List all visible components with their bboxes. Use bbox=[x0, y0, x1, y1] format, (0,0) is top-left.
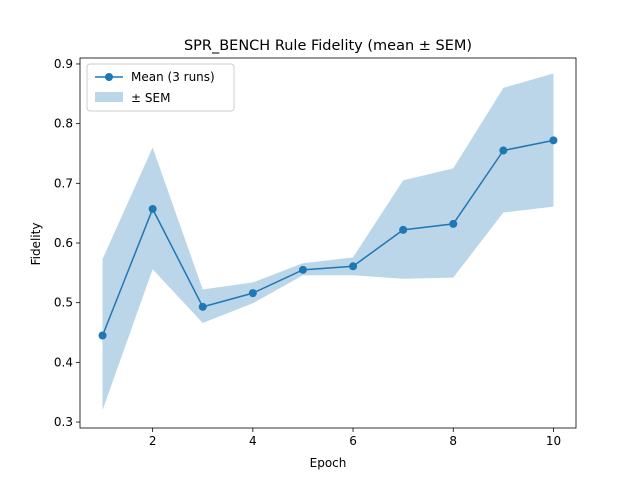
x-tick-label: 2 bbox=[149, 434, 157, 448]
legend: Mean (3 runs) ± SEM bbox=[86, 63, 235, 112]
data-point bbox=[98, 331, 107, 340]
data-point bbox=[148, 204, 157, 213]
y-tick-label: 0.4 bbox=[54, 355, 73, 369]
chart-title: SPR_BENCH Rule Fidelity (mean ± SEM) bbox=[184, 38, 472, 54]
data-point bbox=[499, 146, 508, 155]
y-axis-ticks: 0.3 0.4 0.5 0.6 0.7 0.8 0.9 bbox=[54, 57, 80, 429]
x-tick-label: 10 bbox=[546, 434, 561, 448]
y-tick-label: 0.7 bbox=[54, 176, 73, 190]
y-tick-label: 0.6 bbox=[54, 236, 73, 250]
y-axis-label: Fidelity bbox=[29, 223, 43, 266]
x-tick-label: 4 bbox=[249, 434, 257, 448]
data-point bbox=[248, 289, 257, 298]
legend-box bbox=[86, 63, 235, 112]
legend-label-sem: ± SEM bbox=[131, 91, 170, 105]
sem-band-layer bbox=[102, 73, 554, 411]
y-tick-label: 0.3 bbox=[54, 415, 73, 429]
data-point bbox=[349, 262, 358, 271]
legend-label-mean: Mean (3 runs) bbox=[131, 70, 215, 84]
data-point bbox=[549, 136, 558, 145]
data-point bbox=[198, 302, 207, 311]
x-tick-label: 8 bbox=[449, 434, 457, 448]
y-tick-label: 0.5 bbox=[54, 296, 73, 310]
data-point bbox=[399, 225, 408, 234]
sem-band bbox=[102, 73, 554, 411]
x-tick-label: 6 bbox=[349, 434, 357, 448]
y-tick-label: 0.8 bbox=[54, 117, 73, 131]
data-point bbox=[449, 219, 458, 228]
legend-band-swatch bbox=[95, 92, 123, 102]
series-line-mean bbox=[101, 139, 554, 336]
series-layer bbox=[98, 136, 558, 340]
legend-marker-swatch bbox=[105, 73, 113, 81]
data-point bbox=[298, 265, 307, 274]
y-tick-label: 0.9 bbox=[54, 57, 73, 71]
x-axis-label: Epoch bbox=[310, 456, 347, 470]
x-axis-ticks: 2 4 6 8 10 bbox=[149, 428, 561, 448]
